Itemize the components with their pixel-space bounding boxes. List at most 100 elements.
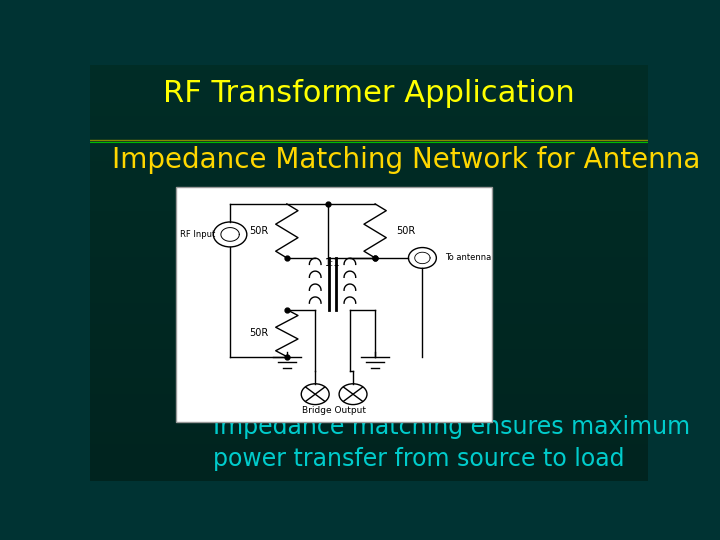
Bar <box>90 451 648 456</box>
Bar <box>90 102 648 106</box>
Bar <box>90 82 648 85</box>
Bar <box>90 314 648 319</box>
Bar <box>90 460 648 464</box>
Bar <box>90 106 648 111</box>
Bar <box>90 65 648 69</box>
Bar <box>90 422 648 427</box>
Text: Impedance matching ensures maximum
power transfer from source to load: Impedance matching ensures maximum power… <box>213 415 690 471</box>
Bar <box>90 73 648 77</box>
Bar <box>90 119 648 123</box>
Bar <box>90 202 648 206</box>
Bar <box>90 456 648 460</box>
Bar <box>90 235 648 239</box>
Bar <box>90 414 648 418</box>
Bar <box>90 285 648 289</box>
Bar <box>90 289 648 294</box>
Bar <box>90 168 648 173</box>
Bar <box>90 111 648 114</box>
Bar <box>90 114 648 119</box>
Bar <box>90 223 648 227</box>
Bar <box>90 427 648 431</box>
Bar <box>90 335 648 339</box>
Bar <box>90 227 648 231</box>
Bar <box>90 377 648 381</box>
Bar <box>90 431 648 435</box>
Bar <box>90 231 648 235</box>
Bar <box>90 265 648 268</box>
Bar <box>90 268 648 273</box>
Bar <box>90 273 648 277</box>
Bar <box>90 69 648 73</box>
Text: Bridge Output: Bridge Output <box>302 406 366 415</box>
Bar <box>90 156 648 160</box>
Bar <box>90 140 648 144</box>
Text: 50R: 50R <box>249 328 269 338</box>
Bar <box>90 298 648 302</box>
Bar <box>90 219 648 223</box>
Bar <box>90 327 648 331</box>
Bar <box>90 343 648 348</box>
Bar <box>90 123 648 127</box>
Bar <box>90 352 648 356</box>
Bar <box>90 373 648 377</box>
Bar <box>90 252 648 256</box>
Bar <box>90 439 648 443</box>
Bar <box>90 348 648 352</box>
Bar <box>90 319 648 322</box>
Bar <box>90 127 648 131</box>
Bar <box>90 144 648 148</box>
Bar <box>90 402 648 406</box>
Bar <box>90 381 648 385</box>
Bar <box>90 468 648 472</box>
Bar <box>90 131 648 136</box>
Bar <box>90 173 648 177</box>
Bar <box>90 256 648 260</box>
Bar <box>90 306 648 310</box>
Bar <box>90 198 648 202</box>
Bar <box>90 194 648 198</box>
Bar <box>90 136 648 140</box>
Text: 50R: 50R <box>249 226 269 236</box>
Bar <box>90 356 648 360</box>
Bar <box>90 418 648 422</box>
Bar <box>90 177 648 181</box>
Text: RF Transformer Application: RF Transformer Application <box>163 79 575 109</box>
Bar <box>90 90 648 94</box>
Bar <box>90 94 648 98</box>
Bar <box>90 260 648 265</box>
Bar <box>90 443 648 447</box>
Bar <box>90 476 648 481</box>
Bar <box>90 77 648 82</box>
Bar <box>90 239 648 244</box>
Bar <box>90 244 648 248</box>
Bar <box>90 435 648 439</box>
Bar <box>90 206 648 210</box>
Bar <box>90 85 648 90</box>
Bar <box>90 214 648 219</box>
Bar <box>90 472 648 476</box>
Bar <box>90 339 648 343</box>
Bar <box>90 185 648 190</box>
Text: 50R: 50R <box>396 226 415 236</box>
Bar <box>90 152 648 156</box>
Bar <box>90 160 648 165</box>
Bar <box>90 248 648 252</box>
Bar <box>90 322 648 327</box>
Bar <box>90 98 648 102</box>
Bar <box>90 389 648 393</box>
Text: 1:1: 1:1 <box>325 258 341 268</box>
Bar <box>90 385 648 389</box>
Bar <box>90 210 648 214</box>
Bar <box>90 281 648 285</box>
Bar <box>90 331 648 335</box>
Bar <box>90 310 648 314</box>
Bar <box>90 302 648 306</box>
Bar <box>90 181 648 185</box>
Bar <box>90 447 648 451</box>
Bar <box>90 464 648 468</box>
Text: Impedance Matching Network for Antenna: Impedance Matching Network for Antenna <box>112 146 701 174</box>
Bar <box>90 397 648 402</box>
Bar <box>90 148 648 152</box>
Text: RF Input: RF Input <box>180 230 215 239</box>
Text: To antenna: To antenna <box>445 253 491 262</box>
